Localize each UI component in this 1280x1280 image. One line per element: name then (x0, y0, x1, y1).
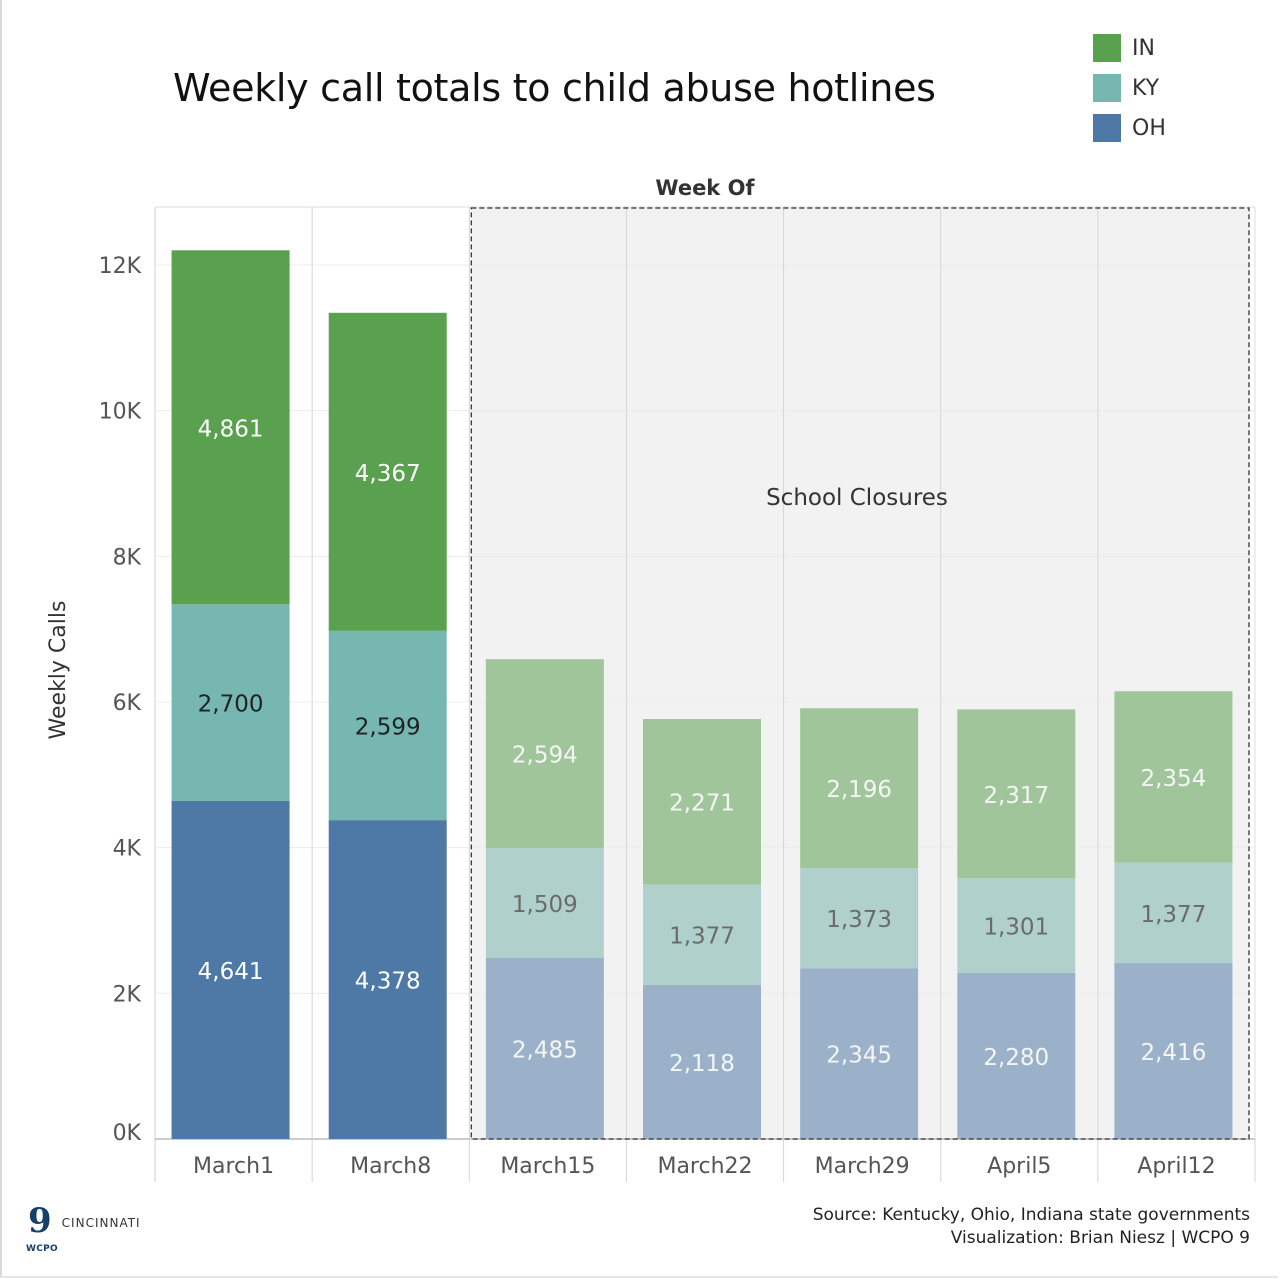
legend-swatch (1093, 34, 1121, 62)
y-tick-label: 4K (113, 837, 142, 862)
visualization-credit-line: Visualization: Brian Niesz | WCPO 9 (950, 1228, 1250, 1248)
y-tick-label: 12K (99, 254, 142, 279)
data-label-OH: 4,641 (198, 959, 264, 985)
data-label-KY: 2,700 (198, 692, 264, 718)
source-line: Source: Kentucky, Ohio, Indiana state go… (812, 1205, 1250, 1225)
data-label-OH: 2,345 (826, 1043, 892, 1069)
bar-KY-April5 (957, 878, 1076, 973)
y-tick-label: 2K (113, 982, 142, 1007)
data-label-IN: 4,861 (198, 416, 264, 442)
bar-IN-March15 (485, 659, 604, 849)
logo-nine-mark: 9 WCPO (26, 1204, 58, 1254)
data-label-OH: 4,378 (355, 969, 421, 995)
data-label-KY: 2,599 (355, 714, 421, 740)
bar-OH-March1 (171, 800, 290, 1139)
data-label-IN: 2,271 (669, 791, 735, 817)
data-label-IN: 2,317 (983, 783, 1049, 809)
bar-KY-March1 (171, 604, 290, 801)
legend-label: OH (1132, 115, 1166, 141)
logo-wcpo-text: WCPO (26, 1244, 58, 1254)
x-tick-label: April12 (1137, 1154, 1215, 1179)
legend: IN KY OH (1093, 28, 1166, 148)
bar-IN-April12 (1114, 691, 1233, 863)
legend-label: KY (1132, 75, 1160, 101)
legend-item-oh: OH (1093, 108, 1166, 148)
bar-OH-April5 (957, 972, 1076, 1139)
data-label-IN: 2,196 (826, 777, 892, 803)
school-closures-annotation: School Closures (766, 485, 948, 511)
y-tick-label: 6K (113, 691, 142, 716)
data-label-IN: 4,367 (355, 461, 421, 487)
data-label-OH: 2,485 (512, 1038, 578, 1064)
bar-KY-March15 (485, 848, 604, 959)
chart-title: Weekly call totals to child abuse hotlin… (173, 66, 936, 110)
legend-item-ky: KY (1093, 68, 1166, 108)
y-tick-label: 0K (113, 1121, 142, 1146)
data-label-IN: 2,354 (1140, 766, 1206, 792)
data-label-KY: 1,301 (983, 915, 1049, 941)
x-tick-label: March22 (657, 1154, 752, 1179)
source-credits: Source: Kentucky, Ohio, Indiana state go… (813, 1204, 1250, 1250)
bar-KY-April12 (1114, 862, 1233, 964)
y-axis-title: Weekly Calls (46, 601, 71, 740)
school-closures-border (470, 207, 1250, 1140)
bar-KY-March29 (800, 868, 919, 969)
bar-IN-April5 (957, 709, 1076, 879)
logo-city-text: CINCINNATI (61, 1216, 141, 1230)
bar-IN-March1 (171, 250, 290, 605)
data-label-IN: 2,594 (512, 743, 578, 769)
x-tick-label: March1 (193, 1154, 274, 1179)
data-label-OH: 2,280 (983, 1045, 1049, 1071)
bar-OH-April12 (1114, 963, 1233, 1139)
legend-swatch (1093, 74, 1121, 102)
bar-OH-March8 (328, 820, 447, 1139)
data-label-OH: 2,416 (1140, 1040, 1206, 1066)
y-tick-label: 8K (113, 545, 142, 570)
x-tick-label: April5 (987, 1154, 1051, 1179)
bar-IN-March8 (328, 312, 447, 631)
wcpo-logo: 9 WCPO CINCINNATI (26, 1204, 141, 1254)
bar-OH-March22 (643, 984, 761, 1139)
x-tick-label: March29 (815, 1154, 910, 1179)
x-axis-title: Week Of (655, 176, 755, 200)
data-label-KY: 1,377 (669, 924, 735, 950)
bar-IN-March22 (643, 719, 761, 885)
bar-IN-March29 (800, 708, 919, 869)
y-tick-label: 10K (99, 400, 142, 425)
bar-KY-March22 (643, 884, 761, 985)
data-label-KY: 1,377 (1140, 902, 1206, 928)
data-label-OH: 2,118 (669, 1051, 735, 1077)
x-tick-label: March8 (350, 1154, 431, 1179)
legend-label: IN (1132, 35, 1155, 61)
x-tick-label: March15 (500, 1154, 595, 1179)
bar-KY-March8 (328, 630, 447, 821)
legend-item-in: IN (1093, 28, 1166, 68)
data-label-KY: 1,509 (512, 892, 578, 918)
bar-OH-March29 (800, 968, 919, 1139)
bar-OH-March15 (485, 958, 604, 1139)
legend-swatch (1093, 114, 1121, 142)
data-label-KY: 1,373 (826, 907, 892, 933)
